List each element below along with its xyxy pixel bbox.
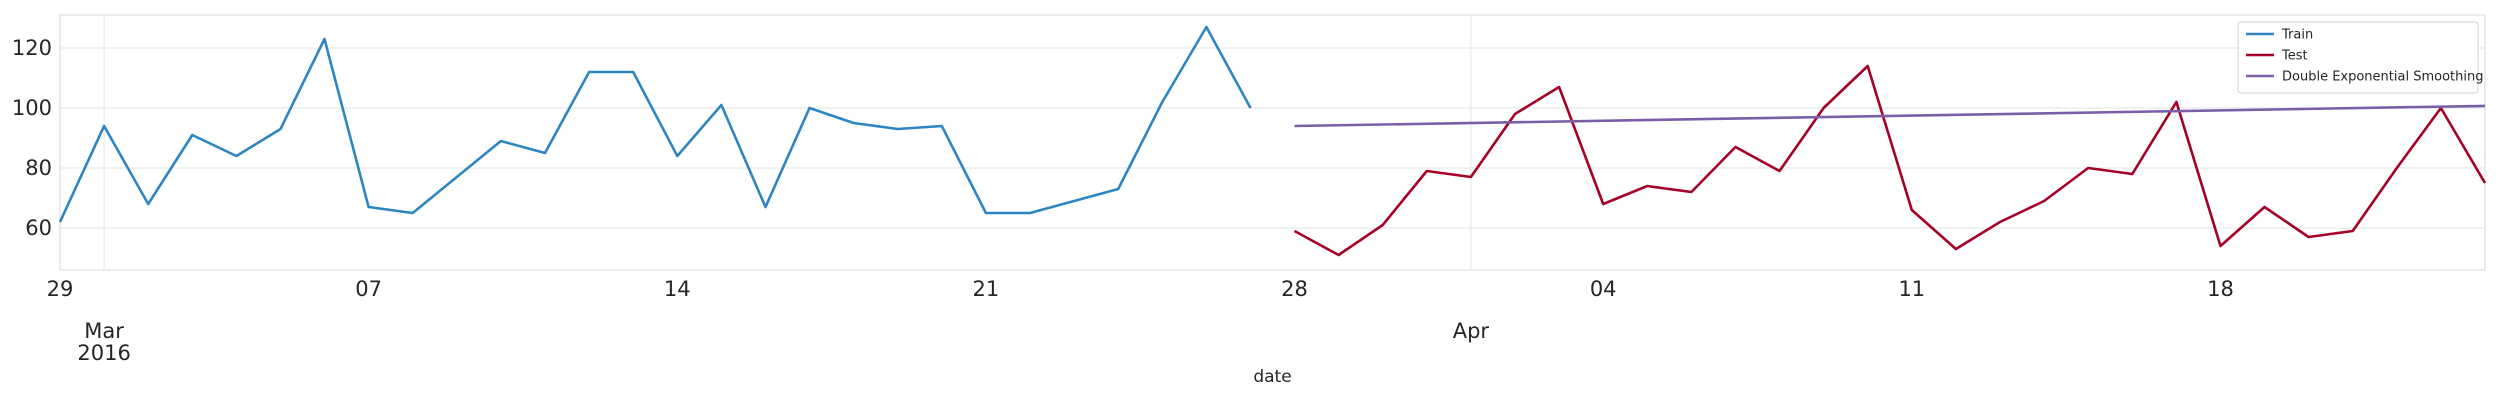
legend: Train Test Double Exponential Smoothing	[2237, 21, 2483, 94]
x-axis-title: date	[1253, 367, 1291, 387]
x-tick-label: 07	[355, 277, 382, 301]
y-tick-label: 120	[12, 36, 52, 60]
legend-box	[2237, 21, 2479, 94]
y-tick-label: 80	[25, 156, 52, 180]
legend-label: Train	[2281, 28, 2313, 43]
x-tick-label: 11	[1898, 277, 1925, 301]
year-tick-label: 2016	[77, 341, 130, 365]
grid	[60, 15, 2485, 270]
series-line-double-exponential-smoothing	[1294, 104, 2486, 128]
x-tick-label: 28	[1281, 277, 1308, 301]
x-tick-label: 18	[2207, 277, 2234, 301]
legend-label: Double Exponential Smoothing	[2282, 70, 2483, 85]
x-tick-label: 21	[973, 277, 1000, 301]
month-tick-label: Mar	[84, 319, 124, 343]
x-tick-label: 04	[1590, 277, 1617, 301]
legend-label: Test	[2281, 49, 2308, 64]
y-tick-label: 60	[25, 216, 52, 240]
month-tick-label: Apr	[1453, 319, 1490, 343]
series-group	[58, 25, 2487, 257]
y-tick-label: 100	[12, 96, 52, 120]
x-tick-label: 14	[664, 277, 691, 301]
plot-area	[59, 14, 2486, 271]
series-line-train	[58, 25, 1252, 223]
series-line-test	[1293, 64, 2487, 257]
x-tick-label: 29	[47, 277, 74, 301]
y-axis: 60 80 100 120	[12, 36, 52, 240]
